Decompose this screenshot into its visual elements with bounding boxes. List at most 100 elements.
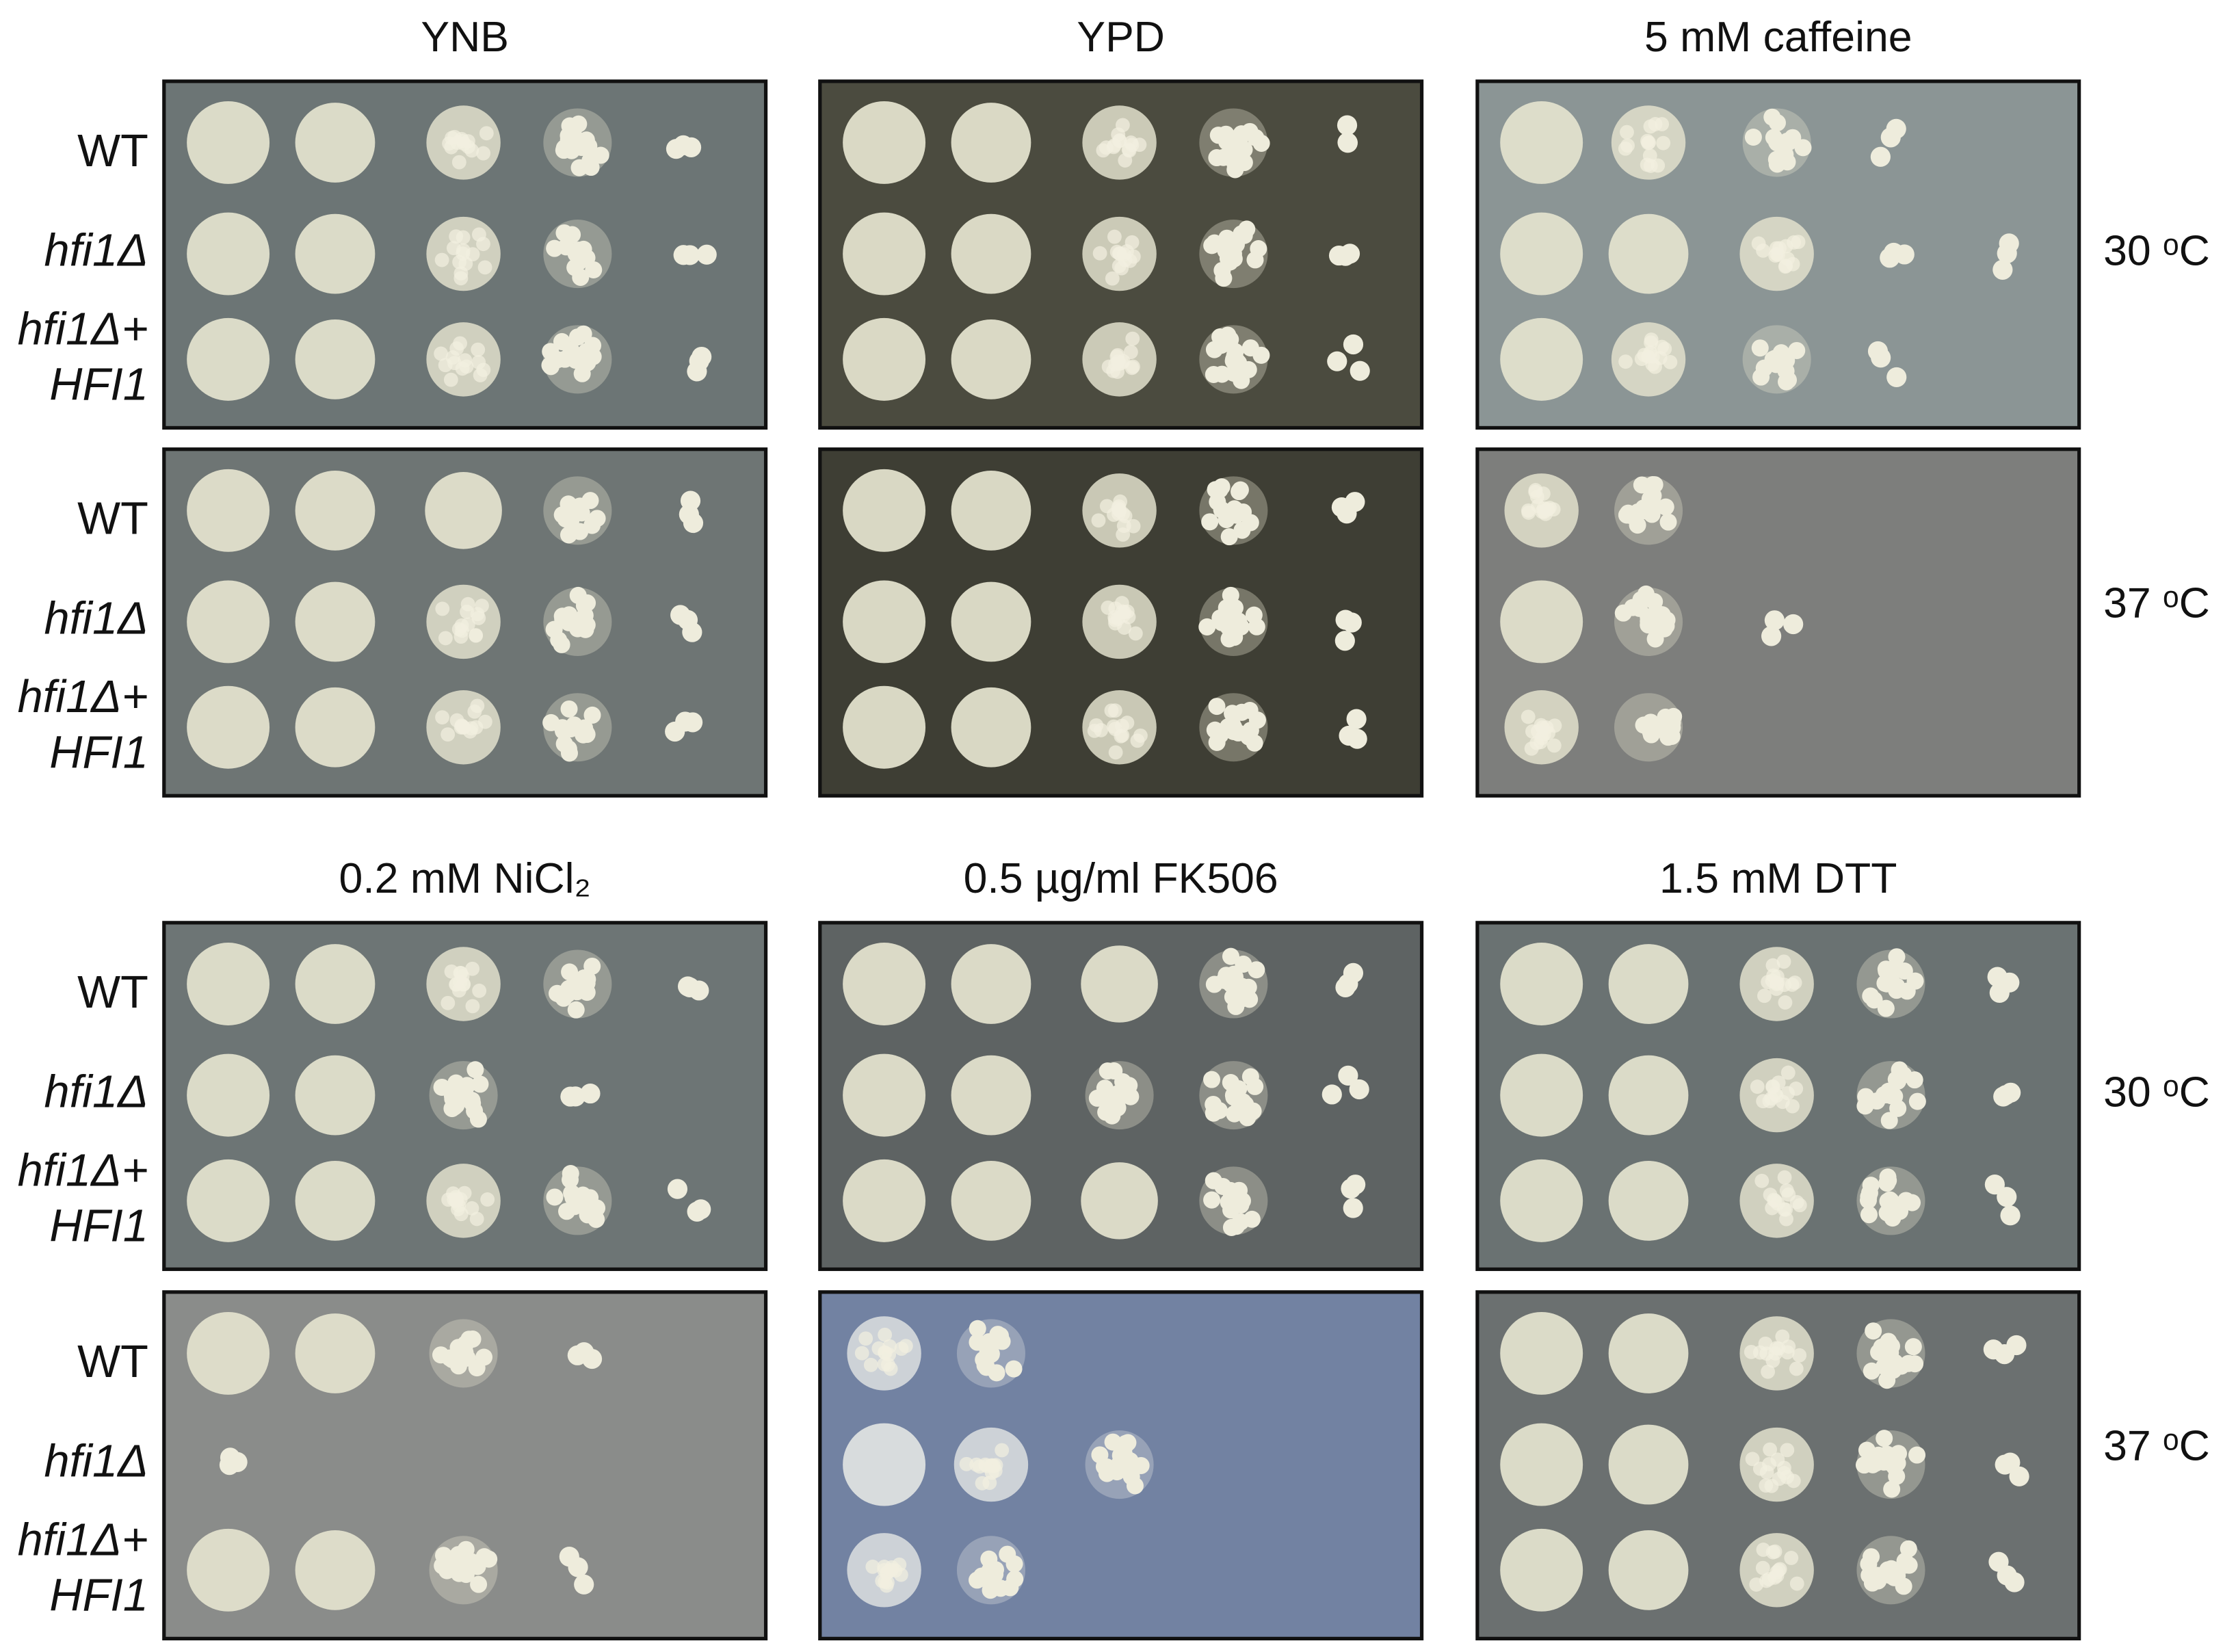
colony xyxy=(1211,328,1229,346)
colony xyxy=(1337,132,1358,153)
colony xyxy=(561,963,579,981)
colony xyxy=(433,1078,451,1096)
colony xyxy=(1787,235,1802,250)
colony xyxy=(1225,977,1243,995)
colony xyxy=(1337,503,1357,524)
strain-label: hfi1Δ xyxy=(44,1437,148,1487)
colony xyxy=(1218,599,1235,617)
colony xyxy=(1618,141,1633,156)
colony xyxy=(673,245,694,265)
colony xyxy=(1618,354,1633,369)
colony xyxy=(443,372,458,387)
colony xyxy=(1745,1452,1760,1467)
colony xyxy=(1899,1540,1917,1558)
colony xyxy=(456,1081,473,1099)
colony xyxy=(1884,960,1902,978)
colony xyxy=(1878,1204,1896,1222)
colony xyxy=(1768,114,1786,131)
colony xyxy=(1335,977,1356,998)
colony xyxy=(1997,243,2017,263)
spot xyxy=(1081,945,1158,1023)
colony xyxy=(1751,339,1769,357)
strain-label: hfi1Δ+ xyxy=(18,1515,148,1565)
colony xyxy=(1620,124,1634,140)
colony xyxy=(999,1545,1016,1563)
colony xyxy=(1117,1436,1135,1454)
colony xyxy=(1908,1446,1926,1464)
colony xyxy=(1789,1361,1804,1376)
colony xyxy=(1538,506,1553,521)
colony xyxy=(988,1463,1003,1478)
spot xyxy=(1608,1313,1689,1393)
colony xyxy=(555,735,573,752)
plate xyxy=(162,79,768,430)
colony xyxy=(1903,1194,1921,1211)
strain-label: HFI1 xyxy=(49,360,148,410)
colony xyxy=(475,1548,493,1566)
spot xyxy=(187,943,270,1025)
spot xyxy=(951,319,1031,399)
colony xyxy=(1112,133,1127,148)
colony xyxy=(541,356,559,374)
colony xyxy=(1233,521,1251,539)
colony xyxy=(1205,975,1223,993)
plate xyxy=(1475,79,2081,430)
colony xyxy=(1780,1065,1796,1080)
colony xyxy=(456,1343,474,1361)
spot xyxy=(187,685,270,769)
colony xyxy=(457,1540,475,1558)
spot xyxy=(295,319,376,399)
colony xyxy=(1632,591,1650,609)
colony xyxy=(477,714,492,729)
colony xyxy=(995,1443,1010,1458)
spot xyxy=(843,685,926,769)
colony xyxy=(877,1345,892,1360)
colony xyxy=(1108,616,1122,631)
colony xyxy=(1886,118,1906,139)
colony xyxy=(1521,503,1536,518)
colony xyxy=(565,1086,586,1107)
spot xyxy=(1500,1311,1583,1395)
colony xyxy=(1663,719,1681,737)
colony xyxy=(588,1199,606,1217)
colony xyxy=(1101,359,1116,374)
strain-label: WT xyxy=(77,1337,148,1387)
colony xyxy=(451,622,466,637)
plate xyxy=(818,921,1424,1272)
colony xyxy=(1521,709,1536,724)
colony xyxy=(1120,716,1135,731)
colony xyxy=(1744,1344,1759,1359)
colony xyxy=(451,155,466,170)
spot xyxy=(1608,213,1689,294)
colony xyxy=(1769,1088,1784,1103)
colony xyxy=(1222,947,1239,965)
colony xyxy=(1792,1348,1807,1363)
colony xyxy=(894,1341,909,1356)
colony xyxy=(1346,709,1367,729)
temperature-label: 30 ᵒC xyxy=(2103,1068,2210,1116)
colony xyxy=(1241,701,1259,720)
colony xyxy=(460,596,475,612)
strain-label: hfi1Δ+ xyxy=(18,1145,148,1196)
colony xyxy=(1218,720,1236,738)
colony xyxy=(1201,513,1219,531)
colony xyxy=(473,368,488,382)
spot xyxy=(843,469,926,552)
colony xyxy=(865,1559,880,1574)
colony xyxy=(1116,527,1131,542)
colony xyxy=(562,720,579,738)
colony xyxy=(464,1094,482,1112)
colony xyxy=(568,1557,588,1577)
colony xyxy=(575,596,593,614)
panel-title: YPD xyxy=(1077,13,1165,61)
colony xyxy=(2000,1205,2021,1226)
colony xyxy=(1334,631,1355,651)
colony xyxy=(1768,134,1786,152)
colony xyxy=(2009,1466,2029,1486)
colony xyxy=(1772,1562,1787,1577)
spot xyxy=(1608,1055,1689,1136)
colony xyxy=(471,355,486,369)
colony xyxy=(1744,128,1762,146)
colony xyxy=(1534,718,1549,733)
colony xyxy=(1780,1443,1795,1458)
